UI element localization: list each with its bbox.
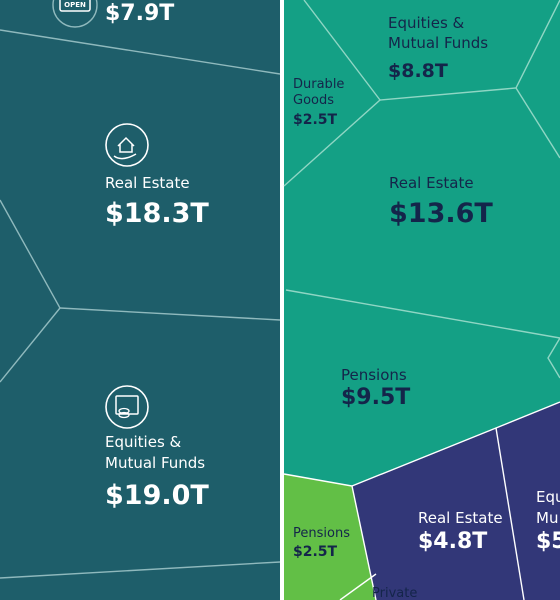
cell-label: Pensions bbox=[293, 526, 350, 541]
group-3-labels: Pensions $2.5T Private bbox=[293, 526, 417, 600]
open-sign-icon: OPEN bbox=[59, 0, 91, 12]
cell-label: Mu bbox=[536, 509, 558, 527]
house-in-hand-icon bbox=[105, 123, 149, 167]
cell-value: $4.8T bbox=[418, 529, 487, 554]
cell-label: Mutual Funds bbox=[388, 34, 488, 52]
cell-label: Private bbox=[372, 586, 417, 600]
cell-label: Goods bbox=[293, 93, 334, 108]
svg-text:OPEN: OPEN bbox=[64, 1, 86, 9]
cell-label: Equities & bbox=[388, 14, 465, 32]
cell-label: Mutual Funds bbox=[105, 454, 205, 472]
cell-label: Equ bbox=[536, 488, 560, 506]
cell-value: $9.5T bbox=[341, 385, 410, 410]
group-2-labels: Equities & Mutual Funds $8.8T Durable Go… bbox=[293, 14, 493, 410]
cell-borders-left bbox=[0, 0, 281, 579]
cell-value: $5 bbox=[536, 529, 560, 554]
cell-label: Equities & bbox=[105, 433, 182, 451]
certificate-coins-icon bbox=[105, 385, 149, 429]
cell-value: $8.8T bbox=[388, 60, 448, 82]
group-1-labels: $7.9T Real Estate $18.3T Equities & Mutu… bbox=[105, 1, 209, 511]
cell-label: Real Estate bbox=[389, 174, 474, 192]
cell-label: Pensions bbox=[341, 366, 407, 384]
cell-value: $13.6T bbox=[389, 198, 493, 229]
cell-value: $2.5T bbox=[293, 544, 338, 560]
group-1-area bbox=[0, 0, 280, 600]
group-4-area bbox=[352, 402, 560, 600]
cell-borders-bottom bbox=[283, 401, 560, 600]
cell-value: $2.5T bbox=[293, 112, 338, 128]
cell-label: Real Estate bbox=[418, 509, 503, 527]
cell-value: $7.9T bbox=[105, 1, 174, 26]
cell-label: Durable bbox=[293, 77, 344, 92]
cell-value: $18.3T bbox=[105, 198, 209, 229]
cell-label: Real Estate bbox=[105, 174, 190, 192]
group-3-area bbox=[284, 474, 376, 600]
cell-borders-right bbox=[283, 0, 560, 379]
cell-value: $19.0T bbox=[105, 480, 209, 511]
group-4-labels: Real Estate $4.8T Equ Mu $5 bbox=[418, 488, 560, 554]
